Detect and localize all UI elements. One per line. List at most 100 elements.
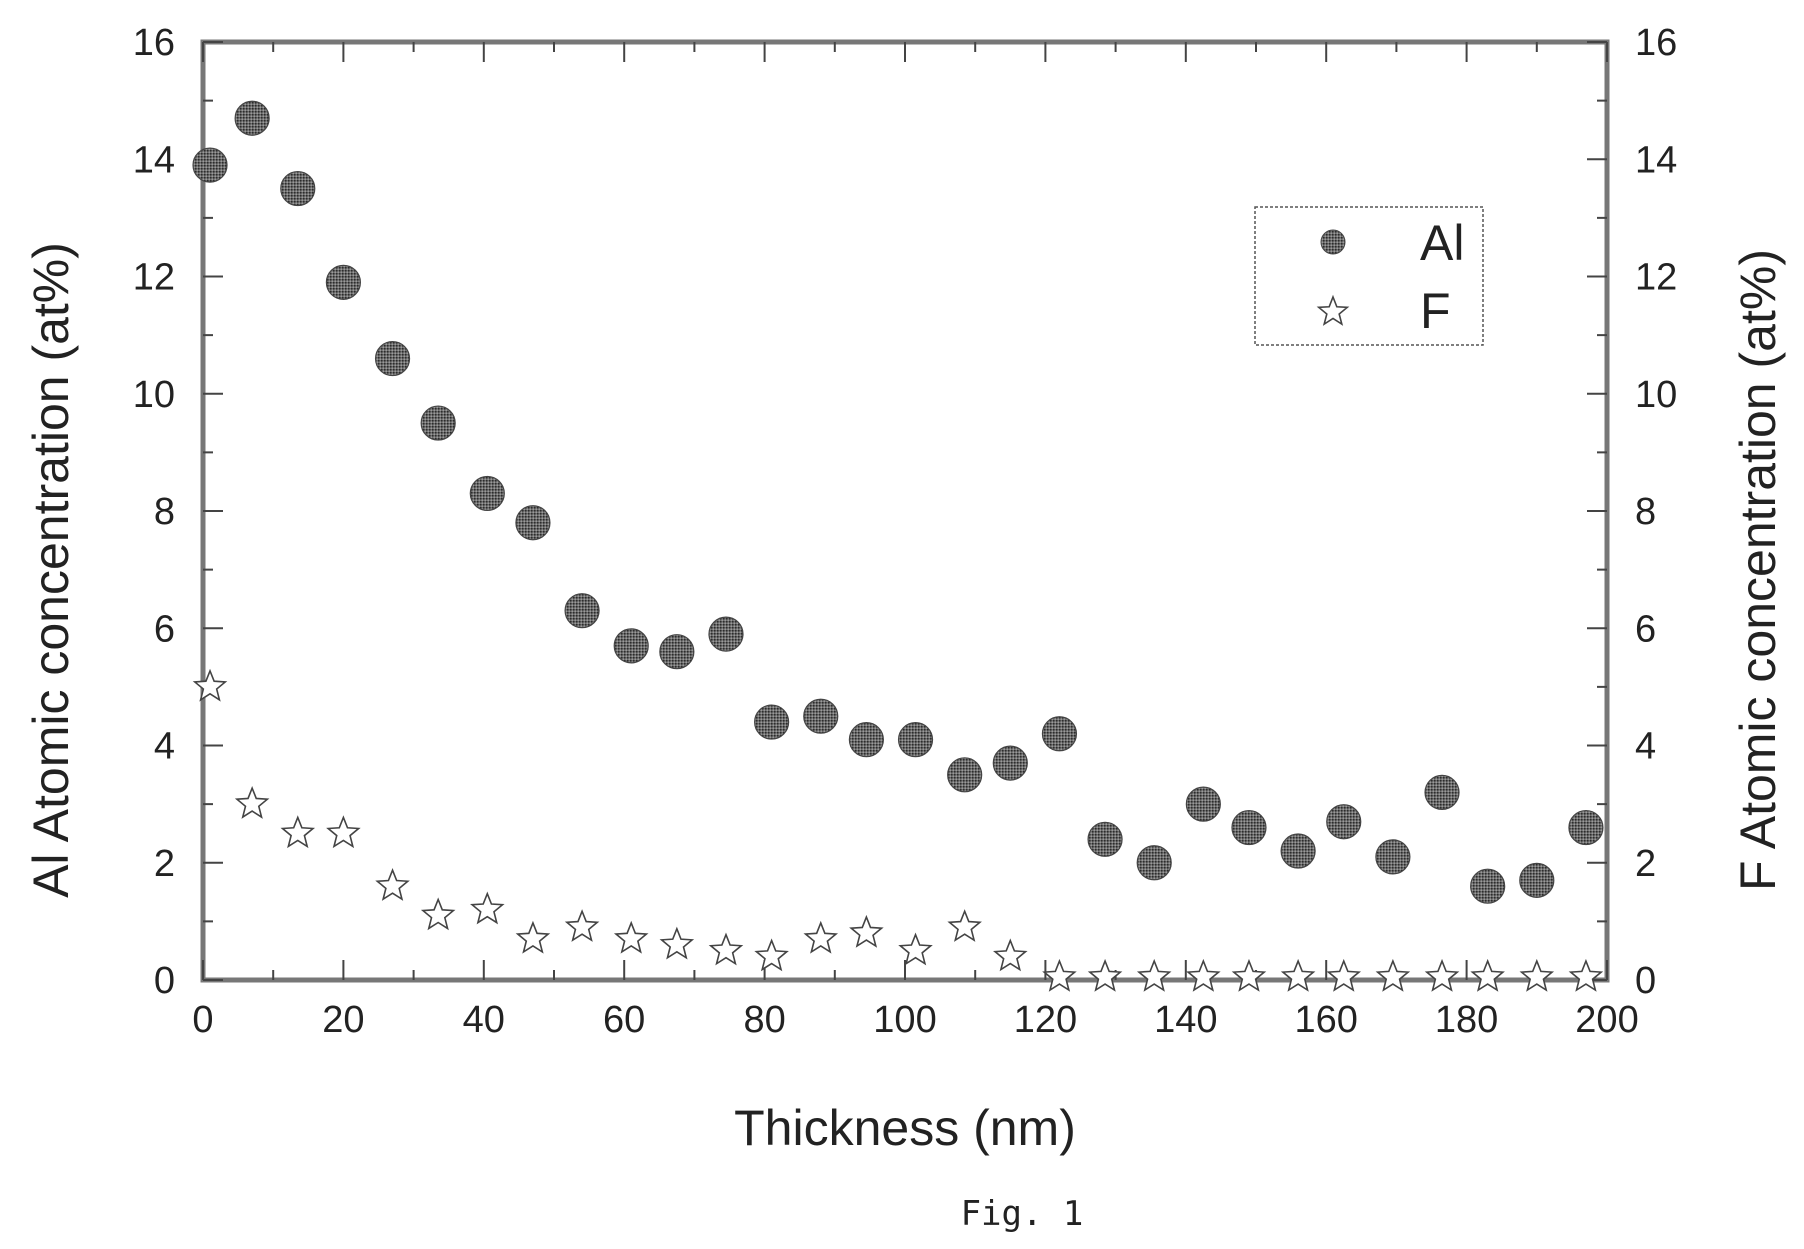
y-tick-label-right: 10: [1635, 374, 1677, 416]
al-point: [280, 170, 316, 207]
x-tick-label: 60: [603, 999, 645, 1041]
x-tick-label: 40: [463, 999, 505, 1041]
y-tick-label-left: 8: [154, 491, 175, 533]
y-tick-label-right: 4: [1635, 726, 1656, 768]
al-point: [420, 405, 456, 441]
al-point: [1185, 786, 1221, 822]
al-point: [1231, 809, 1267, 846]
al-point: [659, 634, 695, 670]
figure-caption: Fig. 1: [961, 1194, 1084, 1234]
f-point: [1186, 958, 1221, 992]
f-point: [470, 891, 505, 925]
f-point: [1568, 958, 1604, 992]
al-point: [469, 475, 505, 512]
x-tick-label: 140: [1154, 999, 1217, 1041]
x-tick-label: 180: [1435, 999, 1498, 1041]
al-point: [1375, 839, 1411, 875]
f-point: [564, 909, 600, 942]
al-point: [613, 628, 649, 664]
y-tick-label-right: 8: [1635, 491, 1656, 533]
legend-al-marker: [1320, 229, 1346, 255]
f-point: [898, 932, 933, 966]
f-point: [947, 909, 982, 942]
x-tick-label: 160: [1294, 999, 1357, 1041]
f-point: [1424, 958, 1460, 992]
x-tick-label: 0: [192, 999, 213, 1041]
series-al: [192, 100, 1604, 904]
al-point: [754, 704, 790, 740]
f-point: [993, 938, 1028, 972]
x-tick-label: 20: [322, 999, 364, 1041]
al-point: [992, 745, 1028, 781]
f-point: [515, 920, 551, 954]
y-tick-label-left: 4: [154, 726, 175, 768]
al-point: [897, 722, 934, 758]
f-point: [420, 897, 456, 931]
al-point: [192, 147, 228, 183]
al-point: [1519, 862, 1555, 898]
al-point: [374, 340, 411, 377]
f-point: [1519, 958, 1555, 992]
y-tick-label-right: 12: [1635, 257, 1677, 299]
f-point: [1087, 958, 1123, 992]
f-point: [234, 785, 270, 819]
al-point: [515, 505, 551, 541]
al-point: [848, 722, 884, 758]
y-axis-ticks: 0 0 2 2 4 4 6 6 8 8 10 10 12 12 14 14 16 16: [133, 22, 1678, 1002]
al-point: [564, 593, 600, 629]
f-point: [1326, 958, 1362, 992]
plot-border: [200, 39, 1610, 983]
y-tick-label-right: 16: [1635, 22, 1677, 64]
f-point: [1470, 958, 1505, 992]
al-point: [803, 698, 839, 734]
y-tick-label-left: 14: [133, 139, 175, 181]
x-tick-label: 100: [873, 999, 936, 1041]
f-point: [708, 932, 744, 966]
al-point: [1326, 804, 1362, 840]
al-point: [325, 264, 361, 300]
al-point: [1568, 809, 1604, 846]
f-point: [659, 926, 695, 960]
al-point: [1087, 821, 1123, 857]
y-axis-title-left: Al Atomic concentration (at%): [23, 242, 79, 898]
f-point: [1280, 958, 1316, 992]
plot-frame: [200, 39, 1610, 983]
al-point: [708, 616, 744, 652]
legend-f-marker: [1316, 294, 1350, 326]
y-tick-label-left: 16: [133, 22, 175, 64]
f-point: [375, 868, 410, 901]
f-point: [1042, 958, 1077, 992]
f-point: [1231, 958, 1267, 992]
x-axis-title: Thickness (nm): [734, 1100, 1076, 1156]
y-tick-label-left: 0: [154, 960, 175, 1002]
al-point: [234, 100, 270, 136]
x-tick-label: 200: [1575, 999, 1638, 1041]
y-axis-title-right: F Atomic concentration (at%): [1730, 249, 1786, 891]
x-axis-ticks: 0 20 40 60 80 100 120 140 160 180 200: [192, 42, 1639, 1041]
f-point: [849, 914, 884, 948]
legend: Al F: [1254, 206, 1484, 346]
f-point: [192, 668, 228, 702]
legend-al-label: Al: [1420, 215, 1464, 271]
al-point: [1424, 774, 1460, 811]
y-tick-label-left: 6: [154, 608, 175, 650]
f-point: [326, 815, 361, 849]
legend-box: [1254, 206, 1484, 346]
y-tick-label-right: 2: [1635, 843, 1656, 885]
y-tick-label-right: 14: [1635, 139, 1677, 181]
y-tick-label-left: 2: [154, 843, 175, 885]
f-point: [754, 938, 789, 972]
x-tick-label: 120: [1014, 999, 1077, 1041]
f-point: [613, 920, 649, 954]
y-tick-label-right: 6: [1635, 608, 1656, 650]
f-point: [280, 815, 316, 849]
f-point: [803, 920, 839, 954]
x-tick-label: 80: [743, 999, 785, 1041]
f-point: [1375, 958, 1411, 992]
al-point: [1041, 716, 1078, 752]
legend-f-label: F: [1420, 283, 1451, 339]
series-f: [192, 668, 1604, 992]
al-point: [1136, 845, 1172, 881]
al-point: [947, 757, 983, 793]
